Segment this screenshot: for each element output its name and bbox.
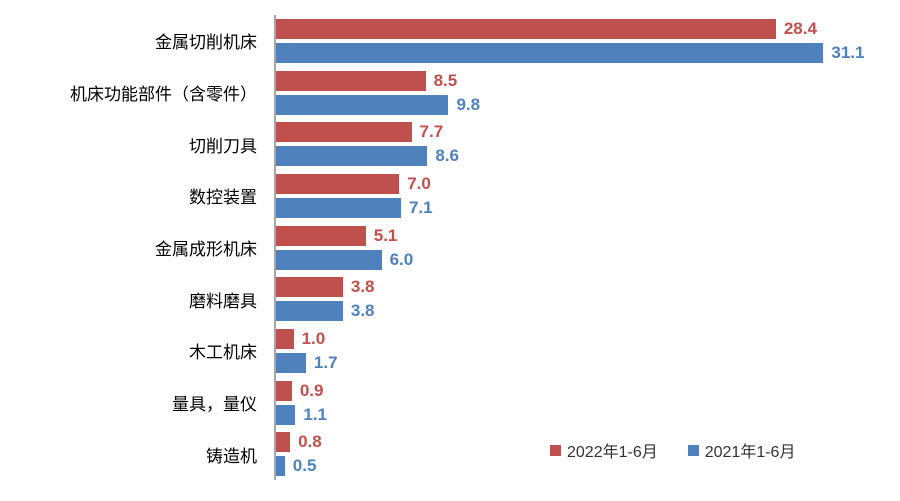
bar-line: 1.0	[276, 328, 892, 349]
bar-2022年1-6月	[276, 225, 366, 246]
value-label: 8.6	[435, 146, 459, 166]
value-label: 0.5	[292, 456, 317, 476]
bar-line: 3.8	[276, 277, 892, 298]
bar-group: 7.7 8.6	[276, 118, 892, 170]
bar-line: 0.5	[276, 456, 892, 477]
bar-line: 31.1	[276, 42, 892, 63]
value-label: 7.0	[407, 173, 431, 193]
bar-line: 1.7	[276, 352, 892, 373]
bar-group: 0.9 1.1	[276, 377, 892, 429]
value-label: 9.8	[456, 94, 481, 114]
category-label: 切削刀具	[189, 136, 257, 156]
category-label: 量具，量仪	[172, 395, 257, 415]
bar-line: 7.0	[276, 173, 892, 194]
category-label: 金属切削机床	[155, 33, 257, 53]
legend-label-2021: 2021年1-6月	[704, 444, 796, 461]
value-label: 7.7	[419, 122, 444, 142]
category-label: 木工机床	[189, 343, 257, 363]
category-label: 机床功能部件（含零件）	[70, 85, 257, 104]
bar-2021年1-6月	[276, 146, 428, 167]
category-label: 数控装置	[189, 188, 257, 208]
bar-line: 8.5	[276, 70, 892, 91]
bar-line: 3.8	[276, 301, 892, 322]
bar-group: 7.0 7.1	[276, 170, 892, 222]
category-axis: 金属切削机床机床功能部件（含零件） 切削刀具数控装置金属成形机床磨料磨具木工机床量…	[0, 15, 264, 480]
bar-2021年1-6月	[276, 249, 382, 270]
bar-group: 5.1 6.0	[276, 222, 892, 274]
bar-2021年1-6月	[276, 197, 401, 218]
bar-2022年1-6月	[276, 173, 400, 194]
value-label: 28.4	[783, 18, 817, 38]
bar-line: 0.9	[276, 380, 892, 401]
legend-item-2021: 2021年1-6月	[687, 438, 796, 462]
bar-group: 28.4 31.1	[276, 15, 892, 67]
value-label: 3.8	[350, 301, 375, 321]
bar-2021年1-6月	[276, 42, 824, 63]
bar-line: 28.4	[276, 18, 892, 39]
bar-2021年1-6月	[276, 456, 285, 477]
legend-item-2022: 2022年1-6月	[550, 438, 658, 462]
legend: 2022年1-6月 2021年1-6月	[550, 438, 795, 462]
bar-line: 9.8	[276, 94, 892, 115]
bar-2021年1-6月	[276, 301, 343, 322]
value-label: 0.8	[298, 432, 322, 452]
bar-2022年1-6月	[276, 380, 292, 401]
value-label: 3.8	[350, 277, 375, 297]
legend-swatch-2022	[550, 444, 561, 456]
category-label: 金属成形机床	[155, 240, 257, 260]
value-label: 8.5	[433, 70, 458, 90]
bar-2022年1-6月	[276, 277, 343, 298]
value-label: 1.1	[303, 404, 327, 424]
bar-2021年1-6月	[276, 352, 306, 373]
bar-group: 0.8 0.5	[276, 428, 892, 480]
bar-line: 6.0	[276, 249, 892, 270]
bar-line: 1.1	[276, 404, 892, 425]
bar-group: 3.8 3.8	[276, 273, 892, 325]
bar-line: 0.8	[276, 432, 892, 453]
bar-line: 7.7	[276, 122, 892, 143]
bar-group: 8.5 9.8	[276, 67, 892, 119]
bar-2022年1-6月	[276, 328, 294, 349]
bar-line: 5.1	[276, 225, 892, 246]
value-label: 0.9	[299, 380, 324, 400]
value-label: 7.1	[408, 197, 433, 217]
category-label: 磨料磨具	[189, 291, 257, 311]
legend-swatch-2021	[687, 444, 699, 456]
value-label: 6.0	[389, 249, 414, 269]
plot-area: 28.4 31.1 8.5 9.8 7.7 8.6 7.0 7.1 5.1 6.0 3.8 3.8 1.…	[274, 15, 892, 480]
value-label: 1.0	[301, 328, 326, 348]
bar-2021年1-6月	[276, 404, 296, 425]
legend-label-2022: 2022年1-6月	[567, 444, 658, 461]
bar-2022年1-6月	[276, 18, 776, 39]
bar-group: 1.0 1.7	[276, 325, 892, 377]
value-label: 5.1	[373, 225, 398, 245]
bar-2022年1-6月	[276, 432, 291, 453]
bar-line: 8.6	[276, 146, 892, 167]
value-label: 31.1	[831, 42, 865, 62]
bar-2022年1-6月	[276, 70, 426, 91]
value-label: 1.7	[313, 352, 338, 372]
category-label: 铸造机	[206, 446, 257, 466]
bar-line: 7.1	[276, 197, 892, 218]
bar-2021年1-6月	[276, 94, 449, 115]
bar-2022年1-6月	[276, 122, 412, 143]
